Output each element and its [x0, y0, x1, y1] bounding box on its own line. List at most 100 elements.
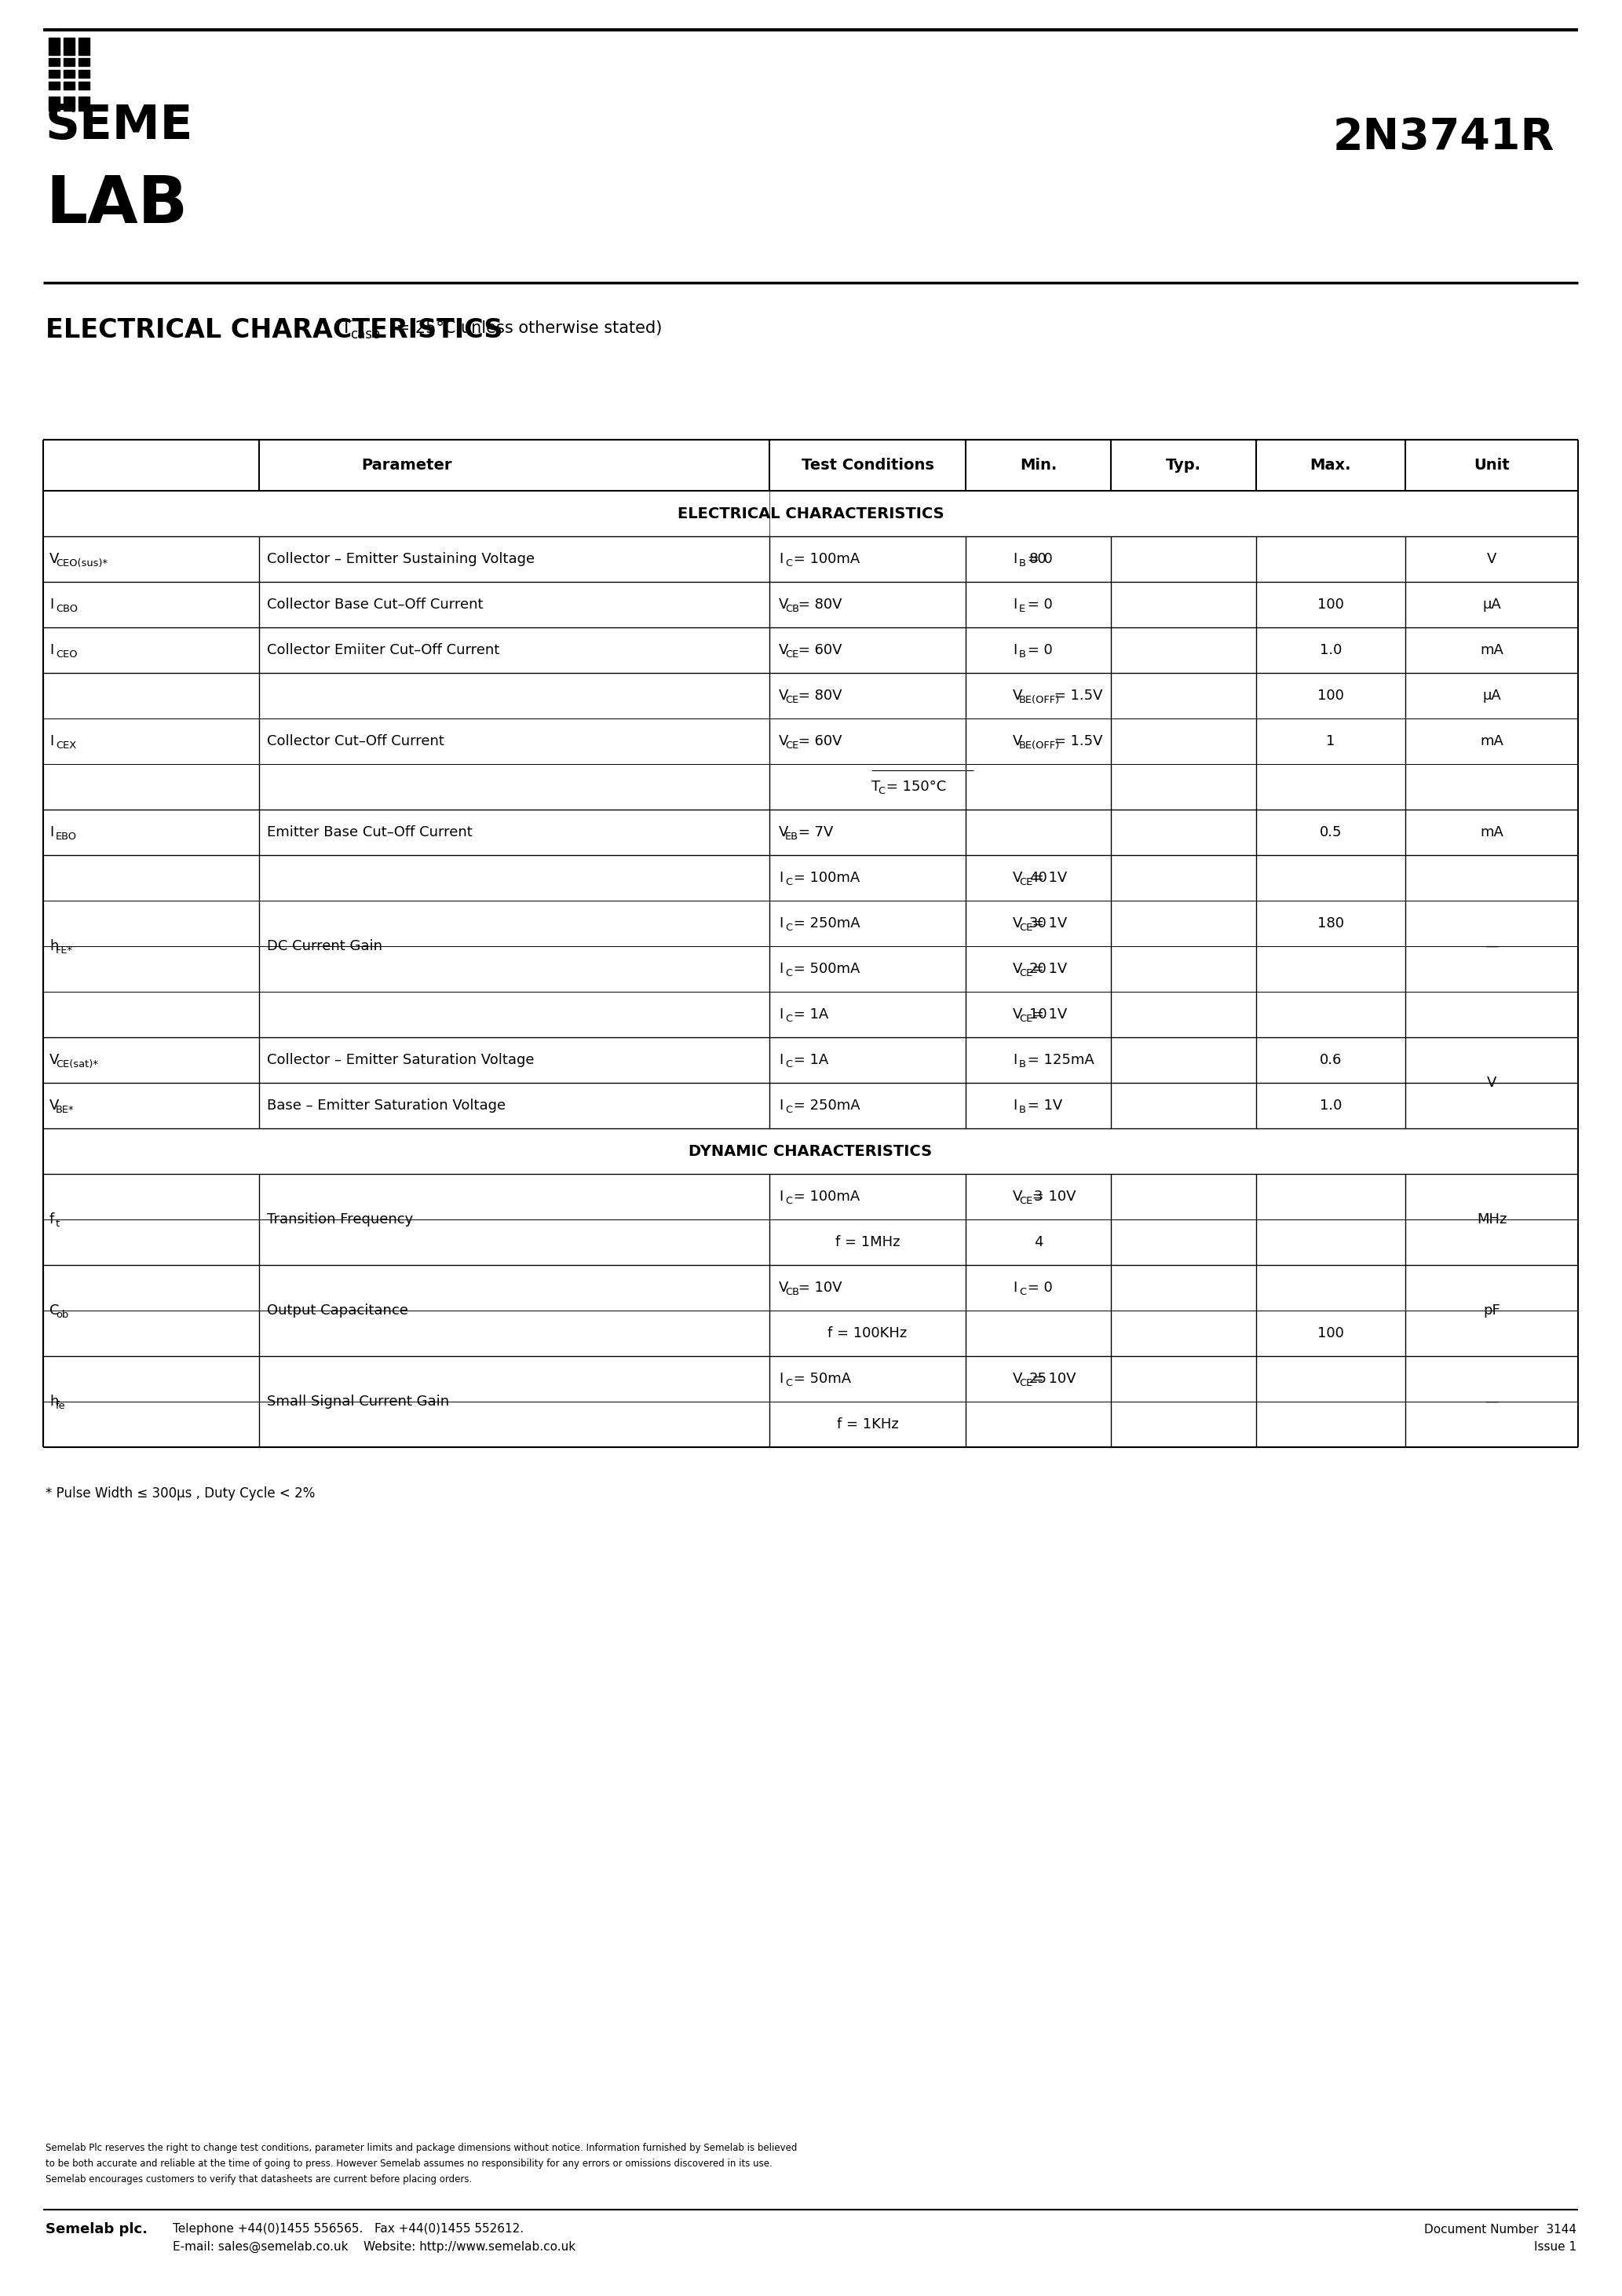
Text: = 10V: = 10V — [1028, 1371, 1075, 1387]
Text: = 0: = 0 — [1023, 597, 1053, 611]
Text: Semelab encourages customers to verify that datasheets are current before placin: Semelab encourages customers to verify t… — [45, 2174, 472, 2183]
Text: 2N3741R: 2N3741R — [1333, 117, 1554, 158]
Text: C: C — [785, 1058, 792, 1070]
Text: —: — — [1484, 939, 1499, 953]
Text: I: I — [1012, 1054, 1017, 1068]
Text: = 50mA: = 50mA — [790, 1371, 852, 1387]
Text: Telephone +44(0)1455 556565.   Fax +44(0)1455 552612.: Telephone +44(0)1455 556565. Fax +44(0)1… — [172, 2223, 524, 2234]
Text: Typ.: Typ. — [1166, 457, 1202, 473]
Text: = 10V: = 10V — [1028, 1189, 1075, 1203]
Text: CEX: CEX — [55, 742, 76, 751]
Text: = 1V: = 1V — [1028, 962, 1067, 976]
Text: E-mail: sales@semelab.co.uk    Website: http://www.semelab.co.uk: E-mail: sales@semelab.co.uk Website: htt… — [172, 2241, 576, 2252]
Text: I: I — [1012, 643, 1017, 657]
Text: fe: fe — [55, 1401, 65, 1412]
Text: V: V — [1012, 962, 1022, 976]
Text: C: C — [49, 1304, 60, 1318]
Text: 0.6: 0.6 — [1320, 1054, 1341, 1068]
Text: I: I — [779, 1008, 783, 1022]
Text: = 125mA: = 125mA — [1023, 1054, 1095, 1068]
Text: CBO: CBO — [55, 604, 78, 615]
Text: EBO: EBO — [55, 831, 76, 843]
Text: = 1A: = 1A — [790, 1054, 829, 1068]
Text: BE(OFF): BE(OFF) — [1019, 742, 1059, 751]
Text: f = 100KHz: f = 100KHz — [827, 1327, 907, 1341]
Text: BE(OFF): BE(OFF) — [1019, 696, 1059, 705]
Text: mA: mA — [1479, 643, 1504, 657]
Text: h: h — [49, 939, 58, 953]
Text: ELECTRICAL CHARACTERISTICS: ELECTRICAL CHARACTERISTICS — [45, 317, 503, 342]
Text: 20: 20 — [1030, 962, 1048, 976]
Text: Collector Cut–Off Current: Collector Cut–Off Current — [268, 735, 444, 748]
Text: FE*: FE* — [55, 946, 73, 955]
Bar — [63, 57, 75, 67]
Text: B: B — [1019, 1104, 1025, 1116]
Text: C: C — [785, 1196, 792, 1205]
Text: = 80V: = 80V — [793, 597, 842, 611]
Text: Semelab plc.: Semelab plc. — [45, 2223, 148, 2236]
Bar — [49, 37, 60, 55]
Text: = 100mA: = 100mA — [790, 870, 860, 884]
Text: f: f — [49, 1212, 55, 1226]
Text: —: — — [1484, 1394, 1499, 1410]
Text: Semelab Plc reserves the right to change test conditions, parameter limits and p: Semelab Plc reserves the right to change… — [45, 2142, 796, 2154]
Text: I: I — [49, 735, 54, 748]
Text: I: I — [779, 1189, 783, 1203]
Text: CB: CB — [785, 604, 800, 615]
Text: = 100mA: = 100mA — [790, 1189, 860, 1203]
Text: CE: CE — [1019, 923, 1033, 932]
Text: CE: CE — [1019, 1378, 1033, 1389]
Text: Output Capacitance: Output Capacitance — [268, 1304, 409, 1318]
Text: V: V — [1012, 735, 1022, 748]
Text: 30: 30 — [1030, 916, 1048, 930]
Text: Document Number  3144: Document Number 3144 — [1424, 2223, 1577, 2234]
Text: B: B — [1019, 1058, 1025, 1070]
Text: V: V — [779, 643, 788, 657]
Text: = 60V: = 60V — [793, 643, 842, 657]
Text: V: V — [1012, 689, 1022, 703]
Bar — [78, 37, 89, 55]
Text: DYNAMIC CHARACTERISTICS: DYNAMIC CHARACTERISTICS — [689, 1143, 933, 1159]
Text: = 1V: = 1V — [1028, 870, 1067, 884]
Bar — [49, 96, 60, 110]
Text: Issue 1: Issue 1 — [1534, 2241, 1577, 2252]
Text: = 1.5V: = 1.5V — [1049, 689, 1103, 703]
Text: V: V — [1012, 1189, 1022, 1203]
Bar — [63, 69, 75, 78]
Text: I: I — [49, 597, 54, 611]
Bar — [63, 83, 75, 90]
Text: = 25°C unless otherwise stated): = 25°C unless otherwise stated) — [391, 321, 662, 335]
Bar — [78, 96, 89, 110]
Text: V: V — [1487, 551, 1497, 567]
Text: μA: μA — [1483, 597, 1500, 611]
Text: V: V — [779, 1281, 788, 1295]
Text: = 500mA: = 500mA — [790, 962, 860, 976]
Text: I: I — [779, 1371, 783, 1387]
Text: T: T — [871, 781, 881, 794]
Text: 4: 4 — [1033, 1235, 1043, 1249]
Text: Collector – Emitter Sustaining Voltage: Collector – Emitter Sustaining Voltage — [268, 551, 535, 567]
Text: C: C — [785, 969, 792, 978]
Text: CE: CE — [1019, 877, 1033, 889]
Text: Max.: Max. — [1311, 457, 1351, 473]
Text: f = 1MHz: f = 1MHz — [835, 1235, 900, 1249]
Text: I: I — [779, 1097, 783, 1114]
Text: Collector – Emitter Saturation Voltage: Collector – Emitter Saturation Voltage — [268, 1054, 534, 1068]
Bar — [78, 83, 89, 90]
Text: 40: 40 — [1030, 870, 1048, 884]
Text: CEO: CEO — [55, 650, 78, 659]
Text: = 250mA: = 250mA — [790, 916, 861, 930]
Text: = 0: = 0 — [1023, 551, 1053, 567]
Text: = 1V: = 1V — [1023, 1097, 1062, 1114]
Text: = 0: = 0 — [1023, 1281, 1053, 1295]
Text: 100: 100 — [1317, 1327, 1345, 1341]
Text: CB: CB — [785, 1288, 800, 1297]
Text: Collector Base Cut–Off Current: Collector Base Cut–Off Current — [268, 597, 483, 611]
Text: C: C — [785, 877, 792, 889]
Text: SEME: SEME — [45, 103, 193, 149]
Bar — [49, 69, 60, 78]
Bar — [78, 57, 89, 67]
Text: 100: 100 — [1317, 689, 1345, 703]
Text: case: case — [350, 328, 380, 342]
Text: 1.0: 1.0 — [1320, 643, 1341, 657]
